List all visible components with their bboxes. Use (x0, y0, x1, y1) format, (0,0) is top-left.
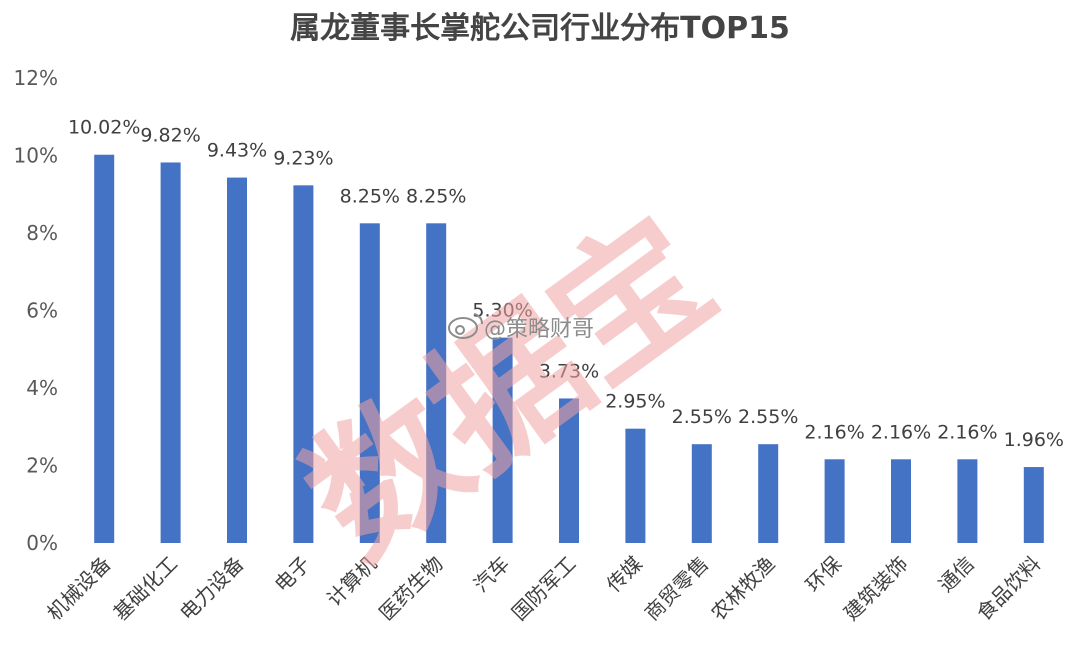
bar (492, 337, 513, 543)
weibo-tag: @策略财哥 (448, 313, 594, 342)
y-tick-label: 10% (14, 144, 58, 168)
x-tick-label: 食品饮料 (972, 552, 1046, 626)
bar (160, 162, 181, 543)
bar (227, 177, 247, 543)
x-tick-label: 建筑装饰 (839, 552, 913, 626)
data-label: 1.96% (1004, 429, 1064, 451)
x-tick-label: 环保 (801, 552, 846, 597)
data-label: 9.43% (207, 140, 267, 162)
data-label: 2.95% (605, 391, 665, 413)
weibo-icon (448, 313, 483, 339)
bar (426, 223, 447, 543)
data-label: 5.30% (472, 300, 532, 322)
y-axis: 0% 2% 4% 6% 8% 10% 12% (14, 66, 58, 555)
data-label: 9.23% (273, 147, 333, 169)
data-label: 2.16% (937, 421, 997, 443)
data-label: 8.25% (340, 185, 400, 207)
bar (94, 154, 115, 543)
bar (691, 444, 712, 543)
data-label: 2.55% (672, 406, 732, 428)
data-label: 2.16% (804, 421, 864, 443)
y-tick-label: 0% (26, 531, 58, 555)
bar (957, 459, 978, 543)
bar (625, 428, 646, 543)
x-tick-label: 机械设备 (42, 552, 116, 626)
bar (891, 459, 911, 543)
x-tick-label: 国防军工 (507, 552, 581, 626)
data-label: 2.55% (738, 406, 798, 428)
y-tick-label: 12% (14, 66, 58, 90)
x-tick-label: 农林牧渔 (706, 552, 780, 626)
x-tick-label: 电力设备 (175, 552, 249, 626)
data-label: 8.25% (406, 185, 466, 207)
bar (359, 223, 380, 543)
weibo-handle: @策略财哥 (484, 317, 594, 342)
data-label: 2.16% (871, 421, 931, 443)
bar (293, 185, 314, 543)
bar (758, 444, 779, 543)
y-tick-label: 4% (26, 376, 58, 400)
chart-title: 属龙董事长掌舵公司行业分布TOP15 (290, 11, 790, 46)
bar (824, 459, 845, 543)
y-tick-label: 6% (26, 299, 58, 323)
x-tick-label: 汽车 (469, 552, 514, 597)
data-label: 10.02% (68, 117, 140, 139)
bar-series (94, 154, 1044, 543)
x-tick-label: 商贸零售 (640, 552, 714, 626)
bar (1023, 467, 1044, 543)
x-tick-label: 基础化工 (109, 552, 183, 626)
x-tick-label: 通信 (934, 552, 979, 597)
y-tick-label: 8% (26, 221, 58, 245)
bar (559, 398, 579, 543)
x-tick-label: 电子 (270, 552, 315, 597)
x-tick-label: 传媒 (602, 552, 647, 597)
data-labels: 10.02% 9.82% 9.43% 9.23% 8.25% 8.25% 5.30% 3.73… (68, 117, 1064, 451)
y-tick-label: 2% (26, 454, 58, 478)
data-label: 9.82% (140, 124, 200, 146)
data-label: 3.73% (539, 360, 599, 382)
